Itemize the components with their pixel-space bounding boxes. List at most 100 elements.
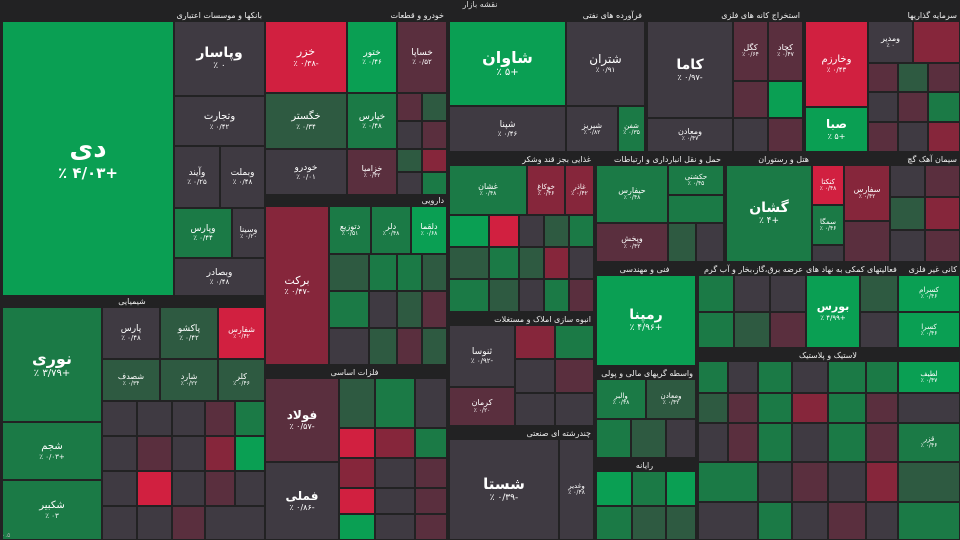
tile-small[interactable] [890,197,925,230]
tile-kama[interactable]: کاما ٪ ۰/۹۷- [647,21,733,118]
tile-small[interactable] [397,254,422,291]
tile-small[interactable] [868,92,898,122]
tile-small[interactable] [369,254,397,291]
tile-small[interactable] [555,325,594,359]
tile-small[interactable] [866,462,898,502]
tile-kesar[interactable]: کسرام ٪ ۰/۴۶ [898,275,960,312]
tile-small[interactable] [913,21,960,63]
tile-shesept[interactable]: شفن ٪ ۰/۳۵ [618,106,645,152]
tile-small[interactable] [375,458,415,488]
tile-vsina[interactable]: وسینا ٪ ۰/۲۰ [232,208,265,258]
tile-small[interactable] [758,502,792,540]
tile-vbmelat[interactable]: وبملت ٪ ۰/۴۸ [220,146,265,208]
tile-small[interactable] [890,165,925,197]
tile-small[interactable] [696,223,724,262]
tile-small[interactable] [733,81,768,118]
tile-shasta[interactable]: شستا ٪ ۰/۳۹- [449,439,559,540]
tile-khtour[interactable]: ختور ٪ ۰/۴۶ [347,21,397,93]
tile-small[interactable] [928,63,960,92]
tile-small[interactable] [449,215,489,247]
tile-small[interactable] [544,279,569,312]
tile-barekat[interactable]: برکت ٪ ۰/۴۷- [265,206,329,365]
tile-small[interactable] [422,172,447,195]
tile-dtozie[interactable]: دتوزیع ٪ ۰/۵۱ [329,206,371,254]
tile-vbank[interactable]: وآیند ٪ ۰/۲۵ [174,146,220,208]
tile-hakeshti[interactable]: حکشتی ٪ ۰/۴۵ [668,165,724,195]
tile-small[interactable] [898,462,960,502]
tile-small[interactable] [792,393,828,423]
tile-small[interactable] [519,215,544,247]
tile-small[interactable] [102,471,137,506]
tile-small[interactable] [728,361,758,393]
tile-small[interactable] [329,328,369,365]
tile-small[interactable] [866,502,898,540]
tile-small[interactable] [397,121,422,149]
tile-vmaadan[interactable]: ومعادن ٪ ۰/۴۷ [647,118,733,152]
tile-small[interactable] [631,419,666,458]
tile-small[interactable] [792,462,828,502]
tile-small[interactable] [329,291,369,328]
tile-small[interactable] [102,401,137,436]
tile-small[interactable] [375,514,415,540]
tile-small[interactable] [866,393,898,423]
tile-shrd[interactable]: شارد ٪ ۰/۲۲ [160,359,218,401]
tile-small[interactable] [768,118,803,152]
tile-kalr[interactable]: کلر ٪ ۰/۴۶ [218,359,265,401]
tile-small[interactable] [898,92,928,122]
tile-small[interactable] [569,247,594,279]
tile-small[interactable] [519,279,544,312]
tile-small[interactable] [898,63,928,92]
tile-small[interactable] [890,230,925,262]
tile-small[interactable] [828,361,866,393]
tile-small[interactable] [569,279,594,312]
tile-small[interactable] [339,428,375,458]
tile-small[interactable] [770,312,806,348]
tile-small[interactable] [925,230,960,262]
tile-small[interactable] [668,195,724,223]
tile-small[interactable] [632,471,666,506]
tile-small[interactable] [422,149,447,172]
tile-small[interactable] [758,462,792,502]
tile-vsadr[interactable]: وبصادر ٪ ۰/۴۸ [174,258,265,296]
tile-small[interactable] [515,393,555,426]
tile-small[interactable] [596,419,631,458]
tile-shekbir[interactable]: شکبیر ٪ ۰۳ [2,480,102,540]
tile-khodro[interactable]: خودرو ٪ ۰/۰۱ [265,149,347,195]
tile-small[interactable] [205,436,235,471]
tile-small[interactable] [235,436,265,471]
tile-small[interactable] [449,279,489,312]
tile-small[interactable] [898,393,960,423]
tile-vmhdr[interactable]: ومعادن ٪ ۰/۴۲ [646,379,696,419]
tile-folad[interactable]: فولاد ٪ ۰/۵۷- [265,378,339,462]
tile-vtejarat[interactable]: وتجارت ٪ ۰/۴۲ [174,96,265,146]
tile-remapna[interactable]: رمپنا ٪ ۴/۹۶+ [596,275,696,366]
tile-kaser[interactable]: کسرا ٪ ۰/۴۶ [898,312,960,348]
tile-small[interactable] [422,291,447,328]
tile-small[interactable] [544,215,569,247]
tile-gshan[interactable]: گشان ٪ ۴+ [726,165,812,262]
tile-small[interactable] [898,502,960,540]
tile-small[interactable] [422,254,447,291]
tile-shebriz[interactable]: شبریز ٪ ۰/۸۲ [566,106,618,152]
tile-small[interactable] [792,361,828,393]
tile-small[interactable] [698,361,728,393]
tile-small[interactable] [172,506,205,540]
tile-vpasar[interactable]: وپاسار ٪ ۰ [174,21,265,96]
tile-small[interactable] [569,215,594,247]
tile-small[interactable] [422,121,447,149]
tile-ghashan[interactable]: غشان ٪ ۰/۴۸ [449,165,527,215]
tile-small[interactable] [397,291,422,328]
tile-small[interactable] [489,215,519,247]
tile-small[interactable] [828,502,866,540]
tile-small[interactable] [205,471,235,506]
tile-shesadaf[interactable]: شصدف ٪ ۰/۳۴ [102,359,160,401]
tile-small[interactable] [925,165,960,197]
tile-small[interactable] [828,423,866,462]
tile-small[interactable] [866,361,898,393]
tile-small[interactable] [489,279,519,312]
tile-noori[interactable]: نوری ٪ ۳/۷۹+ [2,307,102,422]
tile-kchad[interactable]: کچاد ٪ ۰/۴۷ [768,21,803,81]
tile-valigh[interactable]: والبر ٪ ۰/۴۸ [596,379,646,419]
tile-small[interactable] [698,275,734,312]
tile-small[interactable] [397,328,422,365]
